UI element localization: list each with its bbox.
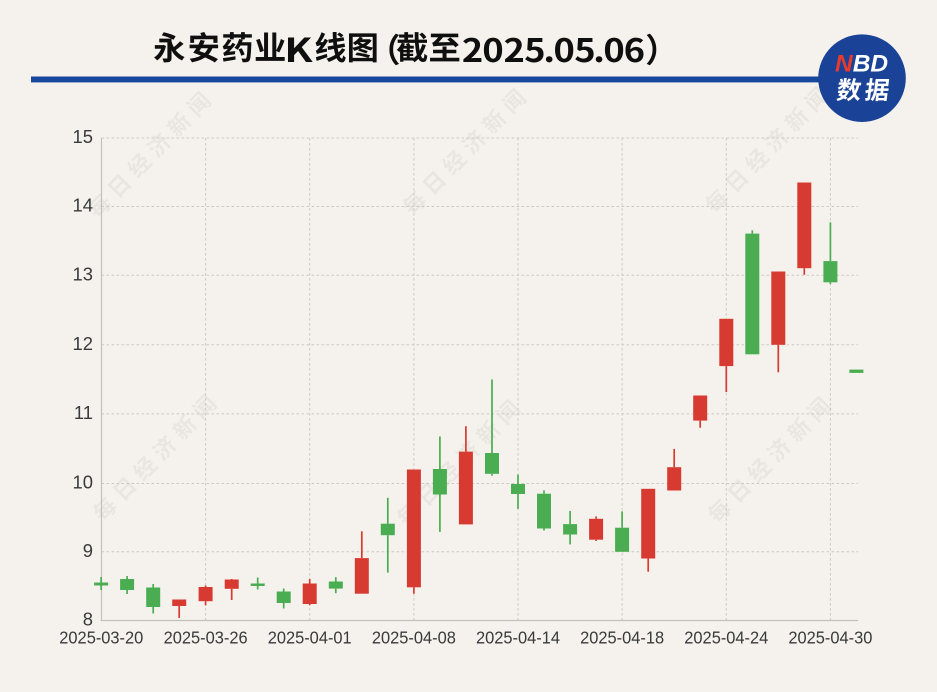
svg-text:2025-04-14: 2025-04-14: [476, 628, 560, 648]
svg-text:2025-04-18: 2025-04-18: [580, 628, 664, 648]
svg-text:2025-04-08: 2025-04-08: [372, 628, 456, 648]
svg-text:10: 10: [73, 472, 93, 493]
svg-text:11: 11: [74, 402, 93, 423]
svg-text:14: 14: [73, 195, 93, 216]
svg-text:2025-03-20: 2025-03-20: [59, 628, 143, 648]
svg-text:9: 9: [83, 540, 93, 561]
svg-text:2025-04-30: 2025-04-30: [788, 628, 872, 648]
svg-text:2025-04-24: 2025-04-24: [684, 628, 768, 648]
svg-text:15: 15: [73, 126, 93, 147]
svg-text:2025-03-26: 2025-03-26: [164, 628, 248, 648]
svg-text:8: 8: [83, 609, 93, 630]
svg-text:12: 12: [73, 333, 93, 354]
svg-text:2025-04-01: 2025-04-01: [268, 628, 352, 648]
svg-text:NBD: NBD: [835, 51, 888, 78]
svg-text:13: 13: [73, 263, 93, 284]
